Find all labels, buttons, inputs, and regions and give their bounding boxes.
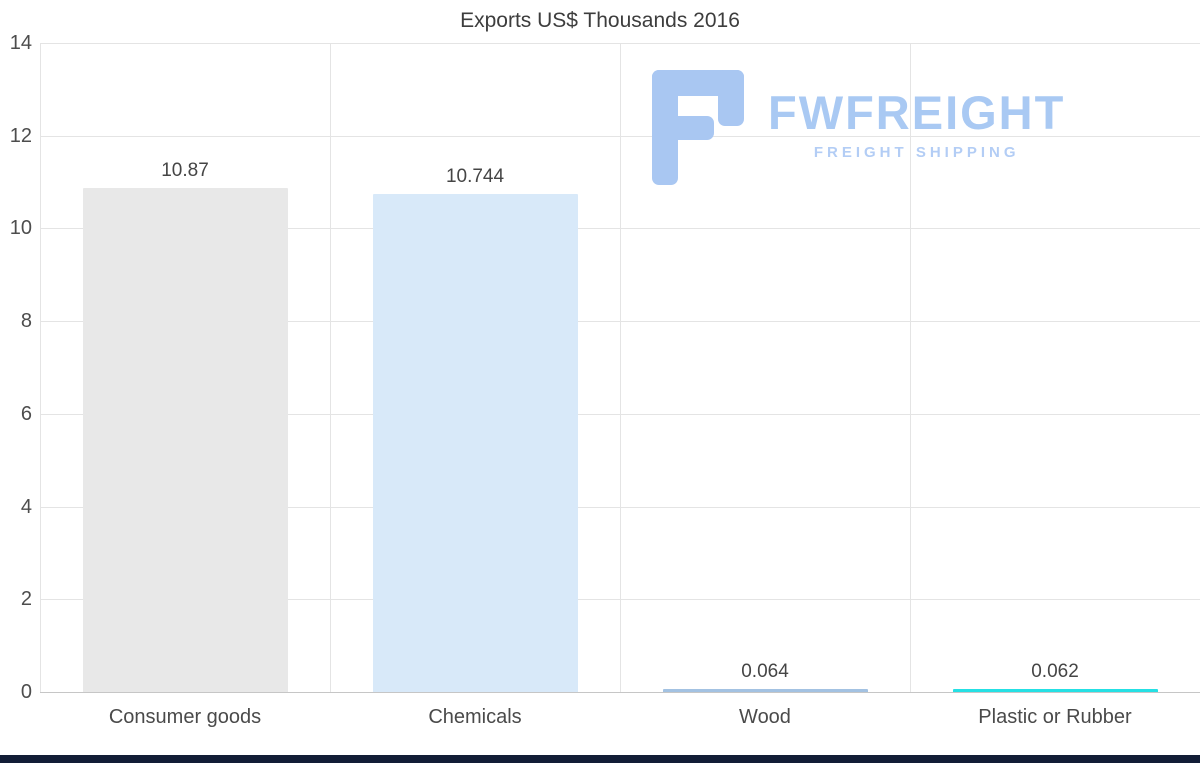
y-tick-label: 2 xyxy=(20,588,32,611)
bar-value-label: 10.87 xyxy=(161,160,209,182)
plot-area: 10.87 10.744 0.064 0.062 xyxy=(40,43,1200,693)
x-axis-line xyxy=(40,692,1200,693)
bar-plastic-or-rubber[interactable] xyxy=(952,689,1158,692)
bar-chemicals[interactable] xyxy=(372,193,578,692)
x-category-label: Consumer goods xyxy=(108,706,262,728)
fwfreight-logo-icon xyxy=(652,70,744,185)
bar-wood[interactable] xyxy=(662,689,868,692)
x-category-label: Wood xyxy=(739,706,791,728)
y-tick-label: 8 xyxy=(20,310,32,333)
bar-value-label: 10.744 xyxy=(445,165,505,187)
chart-title: Exports US$ Thousands 2016 xyxy=(460,9,740,32)
x-category-label: Chemicals xyxy=(428,706,522,728)
y-tick-label: 14 xyxy=(9,32,32,54)
brand-watermark: FWFREIGHT FREIGHT SHIPPING xyxy=(652,70,1065,185)
v-gridline xyxy=(40,43,41,692)
x-category-label: Plastic or Rubber xyxy=(978,706,1132,728)
y-tick-label: 10 xyxy=(9,217,32,240)
v-gridline xyxy=(620,43,621,692)
y-tick-label: 12 xyxy=(9,124,32,147)
bar-value-label: 0.062 xyxy=(1031,661,1079,682)
brand-text-block: FWFREIGHT FREIGHT SHIPPING xyxy=(768,86,1066,162)
footer-strip xyxy=(0,755,1200,763)
bar-consumer-goods[interactable] xyxy=(82,188,288,692)
x-axis-labels: Consumer goods Chemicals Wood Plastic or Ru… xyxy=(40,706,1200,729)
bar-value-label: 0.064 xyxy=(741,661,789,682)
y-tick-label: 4 xyxy=(20,495,32,518)
brand-name: FWFREIGHT xyxy=(768,86,1066,139)
y-tick-label: 0 xyxy=(20,681,32,703)
y-tick-label: 6 xyxy=(20,402,32,425)
brand-tagline: FREIGHT SHIPPING xyxy=(813,144,1020,162)
v-gridline xyxy=(330,43,331,692)
v-gridline xyxy=(910,43,911,692)
